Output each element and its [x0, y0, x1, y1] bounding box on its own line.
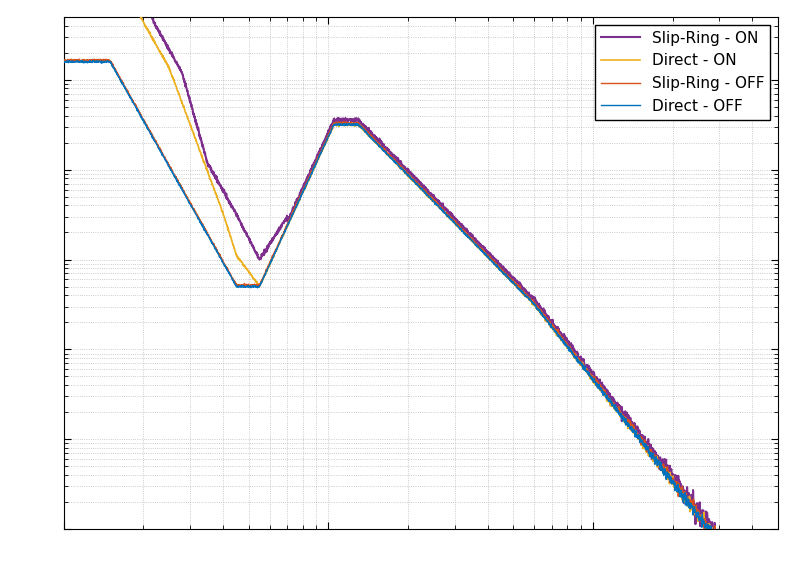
Direct - OFF [141, 120, 150, 127]
Slip-Ring - OFF [183, 194, 192, 201]
Direct - ON [141, 22, 150, 29]
Direct - ON [683, 502, 692, 509]
Slip-Ring - OFF [75, 56, 84, 62]
Slip-Ring - OFF [141, 119, 150, 126]
Slip-Ring - ON [683, 493, 692, 499]
Direct - OFF [364, 132, 373, 139]
Line: Slip-Ring - OFF: Slip-Ring - OFF [64, 59, 778, 563]
Slip-Ring - OFF [59, 56, 68, 63]
Line: Slip-Ring - ON: Slip-Ring - ON [64, 0, 778, 563]
Direct - ON [364, 132, 373, 138]
Direct - OFF [59, 58, 68, 65]
Direct - OFF [683, 499, 692, 506]
Direct - ON [183, 114, 192, 120]
Slip-Ring - ON [364, 124, 373, 131]
Direct - OFF [333, 122, 342, 128]
Slip-Ring - OFF [364, 131, 373, 137]
Direct - OFF [183, 196, 192, 203]
Line: Direct - ON: Direct - ON [64, 0, 778, 563]
Slip-Ring - OFF [683, 494, 692, 501]
Line: Direct - OFF: Direct - OFF [64, 61, 778, 563]
Slip-Ring - ON [333, 115, 342, 122]
Slip-Ring - ON [183, 88, 192, 95]
Direct - OFF [77, 57, 87, 64]
Legend: Slip-Ring - ON, Direct - ON, Slip-Ring - OFF, Direct - OFF: Slip-Ring - ON, Direct - ON, Slip-Ring -… [596, 25, 770, 120]
Direct - ON [333, 121, 342, 128]
Slip-Ring - OFF [333, 119, 342, 126]
